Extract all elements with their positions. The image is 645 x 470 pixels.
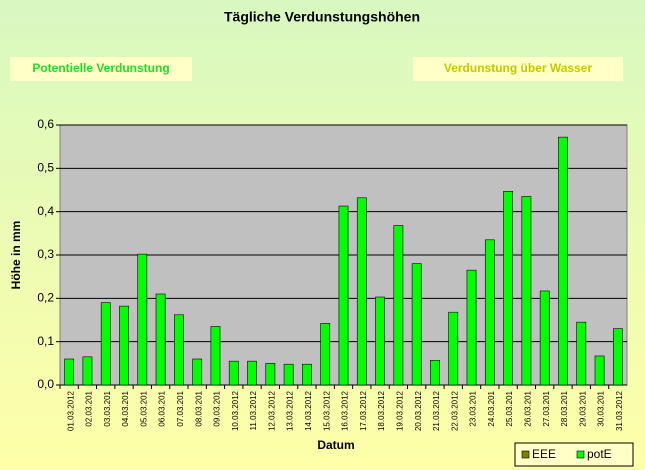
x-tick-label: 24.03.201 (487, 390, 496, 426)
y-tick-label: 0,6 (37, 117, 54, 131)
bar (320, 323, 331, 386)
x-tick-label: 26.03.201 (524, 390, 533, 426)
y-tick-label: 0,2 (37, 291, 54, 305)
bar (356, 197, 367, 386)
bar (393, 225, 404, 386)
bar (503, 191, 513, 386)
bar (375, 296, 385, 386)
x-tick-label: 17.03.2012 (359, 390, 368, 431)
x-tick-label: 06.03.201 (158, 390, 167, 426)
x-tick-label: 10.03.2012 (231, 390, 240, 431)
bar (210, 326, 221, 386)
bar (576, 321, 587, 386)
bar (302, 363, 312, 386)
bar (539, 290, 550, 386)
x-tick-label: 02.03.201 (85, 390, 94, 426)
x-tick-label: 30.03.201 (597, 390, 606, 426)
bar (247, 360, 257, 386)
chart-title: Tägliche Verdunstungshöhen (224, 9, 420, 25)
bar (155, 293, 166, 386)
x-axis-label: Datum (317, 438, 354, 452)
x-tick-label: 11.03.2012 (249, 390, 258, 430)
legend-swatch (576, 450, 585, 459)
x-tick-label: 31.03.2012 (615, 390, 624, 431)
y-axis-label: Höhe in mm (9, 221, 23, 290)
y-tick-label: 0,0 (37, 377, 54, 391)
x-tick-label: 23.03.201 (469, 390, 478, 426)
x-tick-label: 12.03.2012 (267, 390, 276, 431)
x-tick-label: 16.03.2012 (341, 390, 350, 431)
annotation-box (413, 57, 623, 81)
bar (594, 355, 605, 386)
x-tick-label: 07.03.201 (176, 390, 185, 426)
bar (192, 358, 203, 386)
annotation: Potentielle Verdunstung (32, 61, 169, 75)
x-tick-label: 22.03.2012 (450, 390, 459, 431)
x-tick-label: 03.03.201 (103, 390, 112, 426)
bar (265, 363, 276, 386)
x-tick-label: 25.03.201 (505, 390, 514, 426)
x-tick-label: 05.03.201 (139, 390, 148, 426)
x-tick-label: 01.03.2012 (66, 390, 75, 431)
annotation-box (10, 57, 192, 81)
bar (484, 239, 495, 386)
y-tick-label: 0,5 (37, 161, 54, 175)
x-tick-label: 13.03.2012 (286, 390, 295, 431)
x-tick-label: 15.03.2012 (322, 390, 331, 431)
bar (119, 305, 129, 386)
x-tick-label: 08.03.201 (194, 390, 203, 426)
x-tick-label: 19.03.2012 (395, 390, 404, 431)
y-tick-label: 0,4 (37, 204, 54, 218)
bar (558, 136, 568, 386)
bar (64, 358, 75, 386)
x-tick-label: 14.03.2012 (304, 390, 313, 431)
x-tick-label: 21.03.2012 (432, 390, 441, 431)
y-tick-label: 0,1 (37, 334, 54, 348)
bar (100, 302, 111, 386)
x-tick-label: 09.03.201 (213, 390, 222, 426)
bar (137, 253, 148, 386)
bar (448, 311, 459, 386)
x-tick-label: 20.03.2012 (414, 390, 423, 431)
bar (411, 263, 422, 386)
bar (612, 328, 623, 386)
x-tick-label: 28.03.201 (560, 390, 569, 426)
bar (283, 363, 294, 386)
legend-label: EEE (532, 447, 556, 461)
x-tick-label: 18.03.2012 (377, 390, 386, 431)
bar (82, 356, 93, 386)
y-tick-label: 0,3 (37, 247, 54, 261)
bar (521, 196, 532, 386)
bar (174, 314, 184, 386)
legend-swatch (521, 450, 530, 459)
bar (338, 205, 349, 386)
bar (466, 269, 477, 386)
bar (430, 359, 440, 386)
annotation: Verdunstung über Wasser (444, 61, 593, 75)
x-tick-label: 27.03.201 (542, 390, 551, 426)
legend-label: potE (587, 447, 612, 461)
bar (228, 360, 239, 386)
x-tick-label: 04.03.201 (121, 390, 130, 426)
legend (514, 442, 634, 467)
x-tick-label: 29.03.201 (578, 390, 587, 426)
